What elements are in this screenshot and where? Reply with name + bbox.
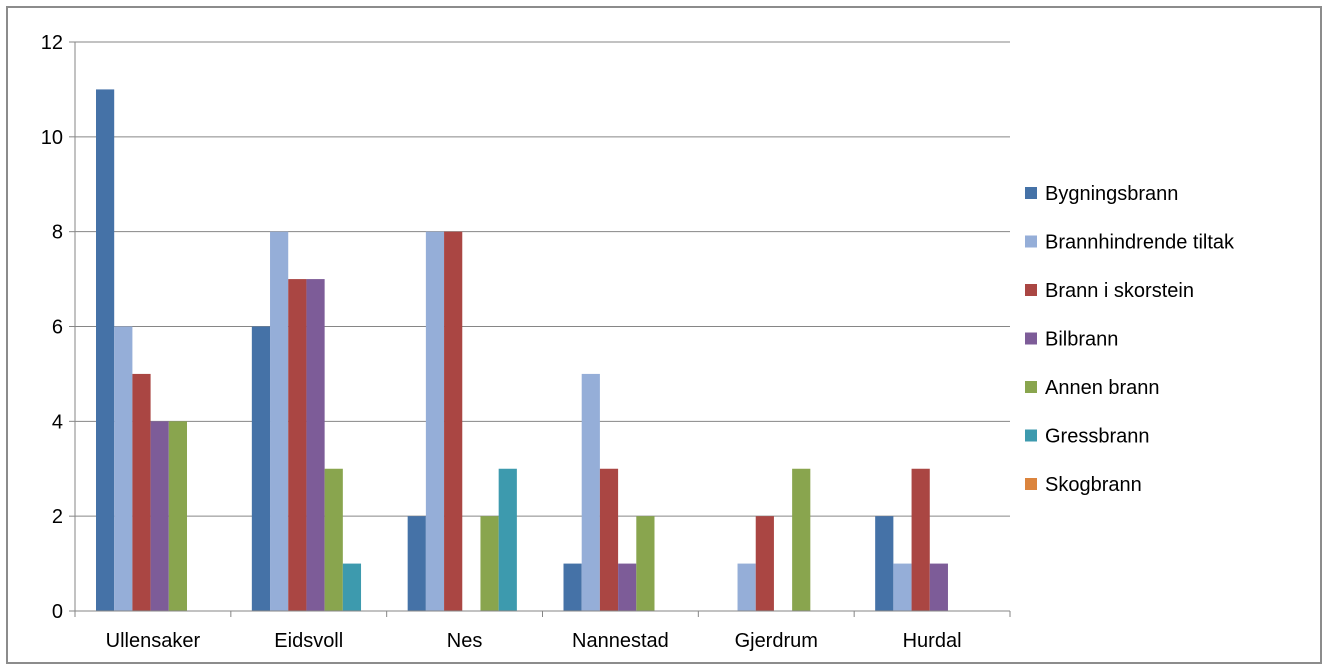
- x-category-label: Hurdal: [903, 630, 962, 652]
- x-category-label: Ullensaker: [106, 630, 201, 652]
- x-category-label: Gjerdrum: [735, 630, 818, 652]
- bar-eidsvoll-annen-brann: [324, 468, 343, 611]
- bar-eidsvoll-brannhindrende-tiltak: [270, 231, 289, 611]
- bar-nes-annen-brann: [480, 516, 499, 611]
- bar-ullensaker-bygningsbrann: [96, 89, 115, 611]
- y-tick-label: 0: [52, 601, 63, 623]
- bar-nes-brannhindrende-tiltak: [425, 231, 445, 611]
- bar-ullensaker-bilbrann: [150, 421, 169, 611]
- legend-swatch: [1025, 381, 1037, 393]
- bar-nannestad-annen-brann: [636, 516, 655, 611]
- bar-gjerdrum-brannhindrende-tiltak: [737, 563, 756, 611]
- legend-swatch: [1025, 187, 1037, 199]
- y-axis-ticks: 0 2 4 6 8 10 12: [41, 32, 75, 623]
- x-category-label: Nannestad: [572, 630, 669, 652]
- legend: Bygningsbrann Brannhindrende tiltak Brann …: [1025, 183, 1235, 496]
- legend-label: Brann i skorstein: [1045, 280, 1194, 302]
- legend-label: Brannhindrende tiltak: [1045, 232, 1235, 254]
- y-tick-label: 6: [52, 317, 63, 339]
- y-tick-label: 12: [41, 32, 63, 54]
- legend-swatch: [1025, 284, 1037, 296]
- bar-nannestad-bygningsbrann: [563, 563, 582, 611]
- legend-swatch: [1025, 478, 1037, 490]
- x-axis-labels: Ullensaker Eidsvoll Nes Nannestad Gjerdrum Hu…: [106, 630, 962, 652]
- legend-label: Bygningsbrann: [1045, 183, 1178, 205]
- legend-swatch: [1025, 429, 1037, 442]
- bar-ullensaker-brann-i-skorstein: [132, 373, 151, 611]
- legend-swatch: [1025, 332, 1037, 345]
- y-tick-label: 4: [52, 411, 63, 433]
- bar-ullensaker-annen-brann: [168, 421, 187, 611]
- chart-frame: 0 2 4 6 8 10 12 Ullensaker Eidsvoll Nes Nannestad…: [6, 6, 1322, 664]
- bar-gjerdrum-annen-brann: [792, 468, 811, 611]
- bar-nannestad-brann-i-skorstein: [599, 468, 619, 611]
- bar-nannestad-brannhindrende-tiltak: [581, 373, 600, 611]
- grid-lines: [75, 41, 1010, 517]
- bar-ullensaker-brannhindrende-tiltak: [114, 326, 133, 611]
- bar-nes-brann-i-skorstein: [444, 231, 463, 611]
- y-tick-label: 8: [52, 222, 63, 244]
- bar-hurdal-bygningsbrann: [875, 516, 894, 611]
- bar-hurdal-brann-i-skorstein: [911, 468, 930, 611]
- bar-eidsvoll-bygningsbrann: [251, 326, 271, 611]
- y-tick-label: 10: [41, 127, 63, 149]
- legend-swatch: [1025, 235, 1037, 248]
- legend-label: Annen brann: [1045, 377, 1160, 399]
- legend-label: Bilbrann: [1045, 329, 1118, 351]
- legend-label: Gressbrann: [1045, 426, 1150, 448]
- legend-label: Skogbrann: [1045, 474, 1142, 496]
- bar-gjerdrum-brann-i-skorstein: [755, 516, 774, 611]
- bars: [96, 89, 948, 611]
- bar-eidsvoll-bilbrann: [306, 279, 325, 611]
- bar-hurdal-brannhindrende-tiltak: [893, 563, 912, 611]
- bar-hurdal-bilbrann: [929, 563, 948, 611]
- bar-eidsvoll-gressbrann: [342, 563, 362, 611]
- bar-nes-bygningsbrann: [407, 516, 426, 611]
- axes: [74, 42, 1011, 617]
- bar-nannestad-bilbrann: [618, 563, 637, 611]
- y-tick-label: 2: [52, 506, 63, 528]
- bar-nes-gressbrann: [498, 468, 517, 611]
- bar-chart: 0 2 4 6 8 10 12 Ullensaker Eidsvoll Nes Nannestad…: [41, 32, 1235, 652]
- bar-eidsvoll-brann-i-skorstein: [288, 279, 307, 611]
- x-category-label: Nes: [447, 630, 483, 652]
- x-category-label: Eidsvoll: [274, 630, 343, 652]
